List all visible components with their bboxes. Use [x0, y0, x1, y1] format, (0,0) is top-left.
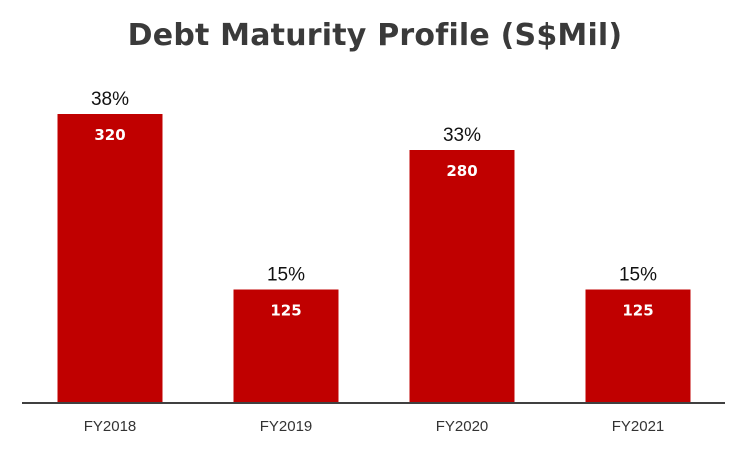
labels-layer: 320 38% FY2018 125 15% FY2019 280 33% FY2020 125 1… — [84, 89, 665, 435]
value-label-fy2020: 280 — [446, 162, 477, 180]
x-tick-label-fy2020: FY2020 — [436, 418, 489, 435]
x-tick-label-fy2019: FY2019 — [260, 418, 313, 435]
percent-label-fy2021: 15% — [619, 265, 657, 286]
percent-label-fy2020: 33% — [443, 125, 481, 146]
bars-layer — [57, 114, 691, 402]
chart-title: Debt Maturity Profile (S$Mil) — [127, 18, 623, 53]
percent-label-fy2018: 38% — [91, 89, 129, 110]
bar-fy2020 — [409, 150, 515, 402]
x-tick-label-fy2018: FY2018 — [84, 418, 137, 435]
percent-label-fy2019: 15% — [267, 265, 305, 286]
bar-fy2019 — [233, 289, 339, 402]
value-label-fy2018: 320 — [94, 126, 125, 144]
value-label-fy2021: 125 — [622, 302, 653, 320]
bar-fy2018 — [57, 114, 163, 402]
value-label-fy2019: 125 — [270, 302, 301, 320]
x-tick-label-fy2021: FY2021 — [612, 418, 665, 435]
bar-fy2021 — [585, 289, 691, 402]
